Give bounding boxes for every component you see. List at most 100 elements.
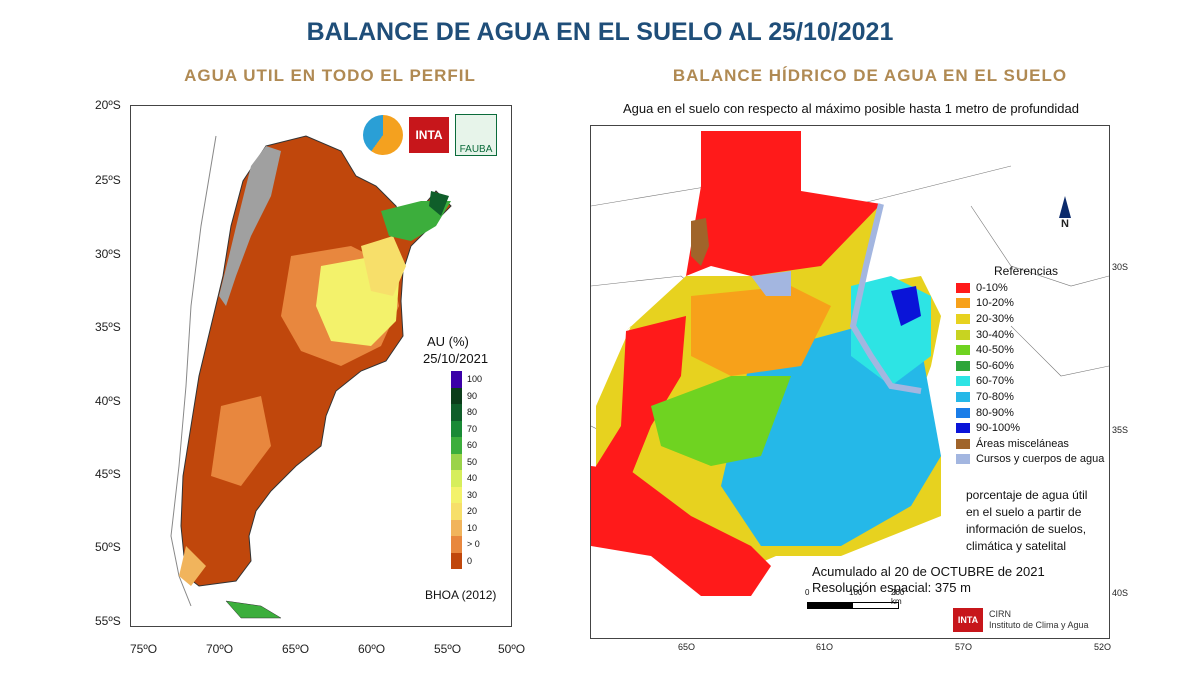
left-legend-label: 40 xyxy=(467,473,478,484)
left-legend-item: 80 xyxy=(451,404,482,421)
chile-outline xyxy=(170,135,217,607)
right-note: porcentaje de agua útil en el suelo a par… xyxy=(966,487,1087,555)
left-legend-swatch xyxy=(451,387,462,404)
right-legend-label: Áreas misceláneas xyxy=(976,437,1069,450)
left-legend-item: 10 xyxy=(451,519,482,536)
right-legend-swatch xyxy=(956,391,970,402)
note-line: en el suelo a partir de xyxy=(966,505,1082,519)
right-legend-label: 40-50% xyxy=(976,344,1014,357)
region-orange-center xyxy=(691,286,831,376)
right-legend-label: 20-30% xyxy=(976,312,1014,325)
right-legend-swatch xyxy=(956,376,970,387)
right-lat-label: 30S xyxy=(1112,262,1129,272)
accumulated-text: Acumulado al 20 de OCTUBRE de 2021 xyxy=(812,564,1045,579)
left-lat-label: 20ºS xyxy=(95,98,121,112)
main-title: BALANCE DE AGUA EN EL SUELO AL 25/10/202… xyxy=(306,18,894,46)
left-legend-swatch xyxy=(451,453,462,470)
right-caption: Agua en el suelo con respecto al máximo … xyxy=(622,101,1079,116)
left-legend-item: 30 xyxy=(451,486,482,503)
left-legend-swatch xyxy=(451,503,462,520)
left-legend-label: 0 xyxy=(467,555,473,566)
left-legend-label: 20 xyxy=(467,506,478,517)
left-legend-item: 0 xyxy=(451,552,482,569)
left-legend-date: 25/10/2021 xyxy=(423,351,489,366)
right-legend-item: 30-40% xyxy=(956,327,1104,343)
right-legend-swatch xyxy=(956,345,970,356)
right-subtitle: BALANCE HÍDRICO DE AGUA EN EL SUELO xyxy=(672,66,1068,85)
right-legend-item: Cursos y cuerpos de agua xyxy=(956,452,1104,468)
scale-label: 100 xyxy=(849,588,863,597)
left-legend-item: 20 xyxy=(451,503,482,520)
left-legend-item: > 0 xyxy=(451,536,482,553)
left-legend-swatch xyxy=(451,470,462,487)
left-lat-label: 55ºS xyxy=(95,614,121,628)
left-legend-swatch xyxy=(451,420,462,437)
right-legend-label: 90-100% xyxy=(976,422,1021,435)
region-red-south xyxy=(591,466,771,596)
right-legend-swatch xyxy=(956,438,970,449)
north-label: N xyxy=(1061,218,1069,230)
zone-lightyellow xyxy=(361,236,406,296)
zone-darkgreen xyxy=(429,191,449,216)
logos-right: INTA CIRN Instituto de Clima y Agua xyxy=(953,608,1089,632)
left-map xyxy=(131,106,511,626)
left-legend-item: 50 xyxy=(451,453,482,470)
left-legend-label: 60 xyxy=(467,440,478,451)
note-line: climática y satelital xyxy=(966,539,1067,553)
left-source: BHOA (2012) xyxy=(425,588,497,602)
region-red-west xyxy=(596,316,686,496)
left-legend-label: 10 xyxy=(467,522,478,533)
right-legend-label: Cursos y cuerpos de agua xyxy=(976,453,1105,466)
right-legend-item: 60-70% xyxy=(956,374,1104,390)
right-legend-item: 80-90% xyxy=(956,405,1104,421)
right-legend-swatch xyxy=(956,360,970,371)
right-legend-label: 50-60% xyxy=(976,359,1014,372)
logo-inta-right: INTA xyxy=(953,608,983,632)
right-lat-label: 35S xyxy=(1112,425,1129,435)
left-legend-label: 90 xyxy=(467,390,478,401)
right-lon-label: 65O xyxy=(678,642,696,652)
left-lon-label: 70ºO xyxy=(206,642,234,656)
left-lon-label: 75ºO xyxy=(130,642,158,656)
right-legend-swatch xyxy=(956,454,970,465)
right-lon-label: 57O xyxy=(955,642,973,652)
note-line: porcentaje de agua útil xyxy=(966,488,1088,502)
left-legend-item: 100 xyxy=(451,371,482,388)
north-arrow: N xyxy=(1059,196,1071,230)
left-lat-label: 45ºS xyxy=(95,467,121,481)
right-lon-label: 52O xyxy=(1094,642,1112,652)
left-legend-swatch xyxy=(451,371,462,388)
logos-left: INTA FAUBA xyxy=(363,114,497,156)
tierra-del-fuego xyxy=(225,600,282,619)
right-map xyxy=(590,126,1110,638)
left-lat-label: 50ºS xyxy=(95,540,121,554)
left-legend: 100 90 80 70 60 50 40 30 20 10 > 0 0 xyxy=(451,371,482,569)
left-legend-label: 80 xyxy=(467,407,478,418)
right-legend-swatch xyxy=(956,282,970,293)
left-lat-label: 25ºS xyxy=(95,173,121,187)
left-legend-item: 40 xyxy=(451,470,482,487)
left-legend-label: 70 xyxy=(467,423,478,434)
right-legend-swatch xyxy=(956,407,970,418)
right-legend: 0-10% 10-20% 20-30% 30-40% 40-50% 50-60% 60-70… xyxy=(956,280,1104,467)
river-parana xyxy=(849,203,922,394)
andes-grey xyxy=(219,146,281,306)
right-legend-item: 90-100% xyxy=(956,420,1104,436)
lake-west xyxy=(751,271,791,296)
right-legend-item: 40-50% xyxy=(956,342,1104,358)
left-lat-label: 35ºS xyxy=(95,320,121,334)
right-legend-label: 70-80% xyxy=(976,390,1014,403)
left-legend-swatch xyxy=(451,536,462,553)
resolution-text: Resolución espacial: 375 m xyxy=(812,580,971,595)
left-legend-label: 100 xyxy=(467,374,483,385)
right-map-panel: N 0 100 200 km INTA CIRN Instituto de Clim… xyxy=(590,125,1110,639)
left-legend-swatch xyxy=(451,486,462,503)
mar-chiquita xyxy=(691,218,709,266)
left-map-panel: INTA FAUBA AU (%) 25/10/2021 100 90 80 70 60… xyxy=(130,105,512,627)
region-green-band xyxy=(651,376,791,466)
right-legend-swatch xyxy=(956,423,970,434)
region-blue-spots xyxy=(891,286,921,326)
left-lon-label: 65ºO xyxy=(282,642,310,656)
logo-circle xyxy=(363,115,403,155)
left-legend-item: 60 xyxy=(451,437,482,454)
